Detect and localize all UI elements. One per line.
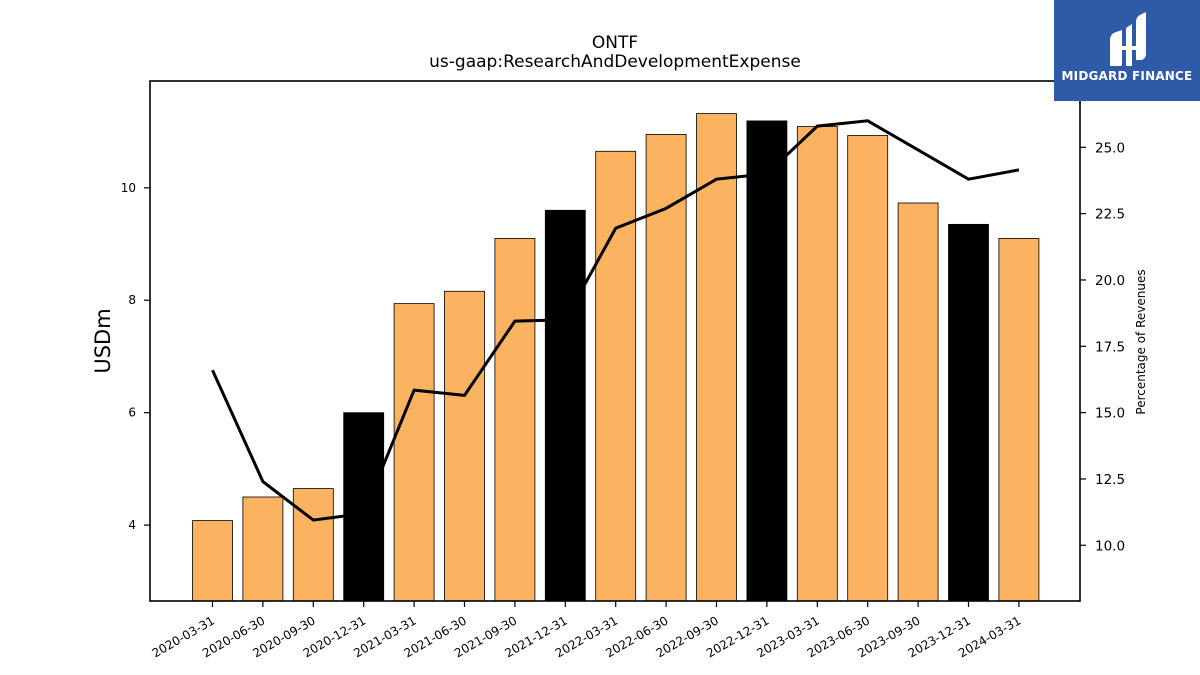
y2-tick-label: 20.0 bbox=[1095, 273, 1125, 289]
bar bbox=[494, 238, 536, 602]
bar bbox=[696, 113, 737, 602]
bar-highlight bbox=[746, 120, 788, 602]
bar bbox=[393, 303, 435, 602]
y-tick-label: 6 bbox=[128, 406, 136, 420]
bar bbox=[847, 135, 889, 602]
y2-tick-label: 12.5 bbox=[1095, 472, 1125, 488]
y2-tick-label: 10.0 bbox=[1095, 538, 1125, 554]
bar bbox=[796, 126, 838, 602]
y2-axis-label: Percentage of Revenues bbox=[1134, 269, 1148, 414]
y-axis-label: USDm bbox=[91, 308, 115, 373]
y-tick-label: 4 bbox=[128, 518, 136, 532]
bar-highlight bbox=[343, 412, 385, 602]
chart-title: ONTF bbox=[591, 33, 639, 53]
bar-highlight bbox=[544, 209, 586, 602]
logo-text: MIDGARD FINANCE bbox=[1061, 69, 1193, 83]
bar bbox=[192, 520, 233, 602]
midgard-logo-icon bbox=[1110, 12, 1146, 66]
bar bbox=[897, 202, 939, 602]
chart-subtitle: us-gaap:ResearchAndDevelopmentExpense bbox=[429, 52, 801, 72]
y-tick-label: 10 bbox=[121, 181, 136, 195]
bar bbox=[998, 238, 1040, 602]
bar-highlight bbox=[948, 223, 989, 602]
percentage-line bbox=[211, 119, 1020, 522]
bar bbox=[645, 134, 687, 602]
y2-tick-label: 15.0 bbox=[1095, 406, 1125, 422]
y2-tick-label: 17.5 bbox=[1095, 339, 1125, 355]
plot-frame bbox=[149, 80, 1081, 602]
bar bbox=[595, 150, 637, 602]
bar bbox=[292, 488, 334, 602]
bar bbox=[242, 496, 284, 602]
y-tick-label: 8 bbox=[128, 293, 136, 307]
brand-logo: MIDGARD FINANCE bbox=[1054, 0, 1200, 101]
y2-tick-label: 25.0 bbox=[1095, 140, 1125, 156]
bar bbox=[444, 290, 485, 602]
y2-tick-label: 22.5 bbox=[1095, 207, 1125, 223]
